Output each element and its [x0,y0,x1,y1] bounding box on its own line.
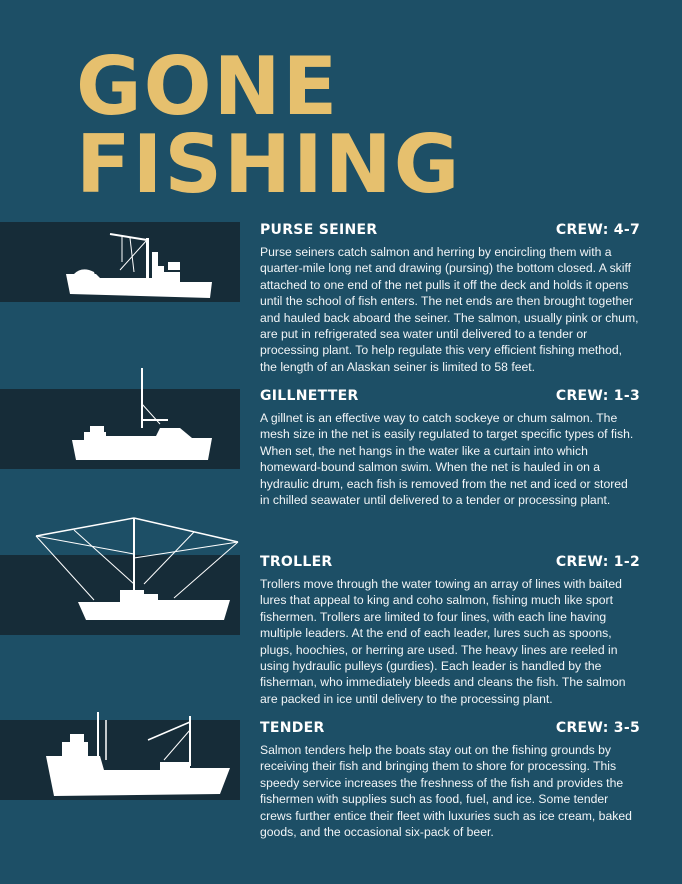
crew-label: CREW: 1-2 [555,554,640,570]
section-header: TROLLER CREW: 1-2 [260,554,640,574]
tender-icon [46,712,230,796]
section-purse-seiner: PURSE SEINER CREW: 4-7 Purse seiners cat… [260,222,640,375]
gillnetter-icon [72,368,212,460]
troller-icon [35,517,239,620]
crew-label: CREW: 1-3 [555,388,640,404]
section-title: GILLNETTER [260,388,359,404]
section-text: Trollers move through the water towing a… [260,577,626,706]
section-header: PURSE SEINER CREW: 4-7 [260,222,640,242]
crew-label: CREW: 3-5 [555,720,640,736]
section-tender: TENDER CREW: 3-5 Salmon tenders help the… [260,720,640,840]
title-line-2: FISHING [76,118,462,211]
section-title: PURSE SEINER [260,222,378,238]
section-text: A gillnet is an effective way to catch s… [260,411,634,508]
section-text: Salmon tenders help the boats stay out o… [260,743,632,840]
section-troller: TROLLER CREW: 1-2 Trollers move through … [260,554,640,707]
section-header: GILLNETTER CREW: 1-3 [260,388,640,408]
section-title: TENDER [260,720,325,736]
section-text: Purse seiners catch salmon and herring b… [260,245,639,374]
purse-seiner-icon [66,233,212,298]
section-gillnetter: GILLNETTER CREW: 1-3 A gillnet is an eff… [260,388,640,508]
section-header: TENDER CREW: 3-5 [260,720,640,740]
title-line-1: GONE [76,40,340,133]
crew-label: CREW: 4-7 [555,222,640,238]
section-title: TROLLER [260,554,333,570]
page-title: GONE FISHING [76,40,462,211]
